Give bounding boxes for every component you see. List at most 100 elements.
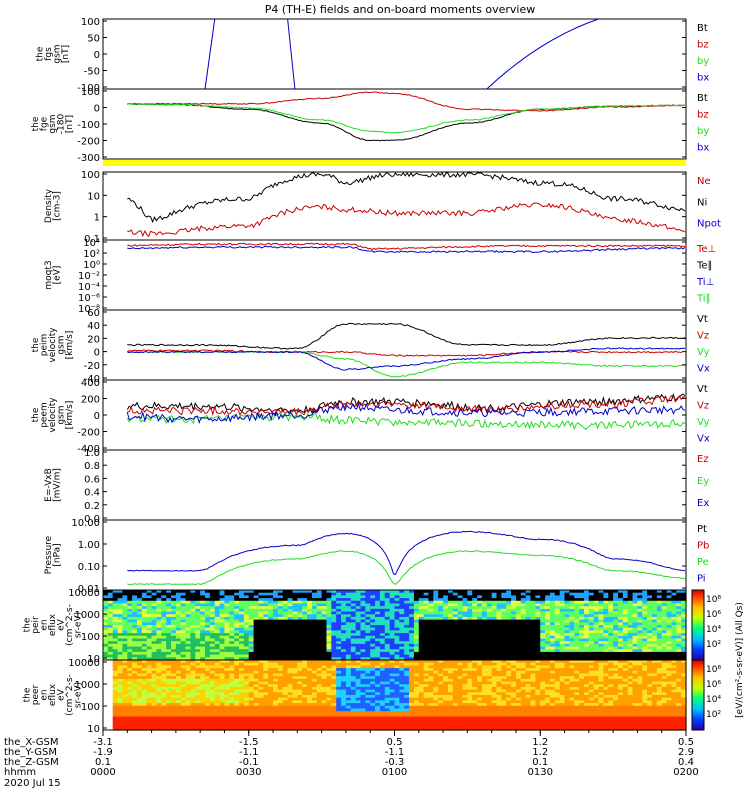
legend-vx: Vx [697, 364, 710, 375]
panel-frame [103, 89, 686, 159]
ytick-label: 10000 [68, 658, 100, 669]
ytick-label: 0.2 [84, 501, 100, 512]
panel-frame [103, 380, 686, 450]
ytick-label: 10 [87, 724, 100, 735]
ytick-label: 10 [87, 191, 100, 202]
ytick-label: 10⁰ [83, 260, 100, 271]
ytick-label: 0.8 [84, 461, 100, 472]
panel-frame [103, 450, 686, 520]
legend-vy: Vy [697, 417, 710, 428]
ytick-label: -100 [77, 120, 100, 131]
ytick-label: 1.0 [84, 448, 100, 459]
ytick-label: -20 [84, 361, 100, 372]
ytick-label: 50 [87, 34, 100, 45]
series-bx [205, 19, 215, 89]
ytick-label: 0 [94, 50, 100, 61]
panel-peim-velocity: 6040200-20-40thepeimvelocitygsm[km/s]VtV… [31, 308, 710, 385]
series-bx [288, 19, 295, 89]
ytick-label: 200 [81, 395, 100, 406]
legend-pt: Pt [697, 524, 707, 535]
series-tix [127, 246, 685, 252]
legend-ez: Ez [697, 454, 709, 465]
panel-fge-bgsm: 1000-100-200-300thefgegsm-180[nT]Btbzbyb… [31, 87, 709, 164]
panel-peem-velocity: 4002000-200-400thepeemvelocitygsm[km/s]V… [31, 378, 710, 455]
legend-pe: Pe [697, 557, 709, 568]
legend-pi: Pi [697, 574, 706, 585]
legend-by: by [697, 56, 709, 67]
ytick-label: 0.10 [78, 562, 100, 573]
series-bz [127, 92, 685, 111]
ylabel-line: [eV] [52, 266, 62, 285]
ytick-label: 10² [83, 249, 100, 260]
ylabel-line: [km/s] [65, 331, 75, 360]
legend-vz: Vz [697, 401, 709, 412]
ytick-label: 10000 [68, 588, 100, 599]
ytick-label: 10⁻⁶ [78, 293, 100, 304]
ytick-label: -200 [77, 137, 100, 148]
ytick-label: -300 [77, 153, 100, 164]
ylabel-line: [nPa] [52, 543, 62, 566]
series-ni [127, 173, 685, 222]
panel-frame [103, 310, 686, 380]
series-bt [127, 104, 685, 141]
legend-vt: Vt [697, 314, 708, 325]
legend-bz: bz [697, 110, 709, 121]
series-tex [127, 243, 685, 249]
ytick-label: 400 [81, 378, 100, 389]
ylabel-line: [km/s] [65, 401, 75, 430]
ytick-label: 40 [87, 321, 100, 332]
ytick-label: 1.00 [78, 540, 100, 551]
ytick-label: 0 [94, 348, 100, 359]
ytick-label: 60 [87, 308, 100, 319]
legend-by: by [697, 126, 709, 137]
ytick-label: 10⁻⁴ [78, 282, 100, 293]
legend-bz: bz [697, 40, 709, 51]
legend-vy: Vy [697, 347, 710, 358]
panel-frame [103, 19, 686, 89]
legend-pb: Pb [697, 541, 709, 552]
ytick-label: 0.6 [84, 474, 100, 485]
spectrogram-9 [103, 660, 687, 731]
legend-bx: bx [697, 143, 709, 154]
ytick-label: 100 [81, 17, 100, 28]
legend-tix: Ti∥ [696, 294, 711, 305]
ylabel-line: [nT] [65, 115, 75, 133]
ytick-label: 20 [87, 334, 100, 345]
panel-frame [103, 520, 686, 590]
ytick-label: -200 [77, 428, 100, 439]
legend-ne: Ne [697, 176, 711, 187]
ylabel-line: sr-eV) [74, 612, 84, 638]
spectrogram-8 [103, 590, 687, 661]
legend-bt: Bt [697, 93, 708, 104]
ytick-label: 100 [81, 702, 100, 713]
ytick-label: -50 [84, 67, 100, 78]
legend-vx: Vx [697, 434, 710, 445]
legend-ni: Ni [697, 197, 707, 208]
panel-frame [103, 240, 686, 310]
ytick-label: 100 [81, 632, 100, 643]
series-vt [127, 323, 685, 349]
chart-title: P4 (TH-E) fields and on-board moments ov… [265, 3, 536, 16]
ytick-label: 10⁻² [78, 271, 100, 282]
series-vz [127, 350, 685, 356]
series-by [127, 104, 685, 133]
legend-bt: Bt [697, 23, 708, 34]
series-ne [127, 203, 685, 236]
ytick-label: 100 [81, 87, 100, 98]
legend-bx: bx [697, 73, 709, 84]
series-vy [127, 413, 685, 429]
ylabel-line: sr-eV) [74, 682, 84, 708]
legend-tix: Ti⊥ [696, 277, 714, 288]
ytick-label: 0.4 [84, 488, 100, 499]
ylabel-line: [cm-3] [52, 191, 62, 221]
ylabel-line: [nT] [61, 45, 71, 63]
legend-npot: Npot [697, 219, 721, 230]
legend-ex: Ex [697, 498, 709, 509]
legend-vz: Vz [697, 331, 709, 342]
ytick-label: 10⁴ [83, 238, 100, 249]
